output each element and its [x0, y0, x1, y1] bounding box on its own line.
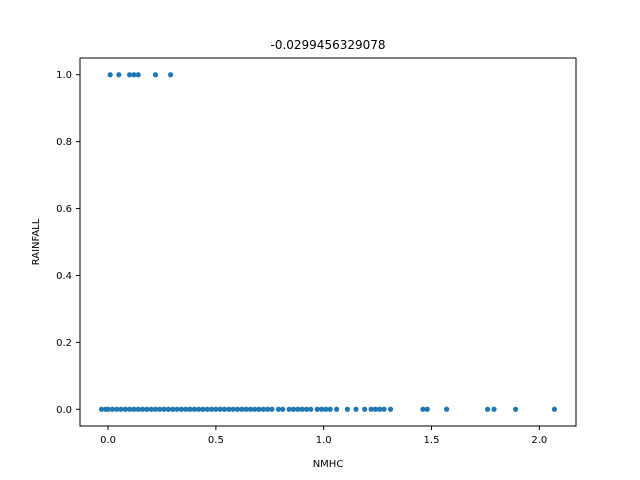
- data-point: [191, 406, 197, 412]
- data-point: [424, 406, 430, 412]
- data-point: [183, 406, 189, 412]
- data-point: [314, 406, 320, 412]
- data-point: [226, 406, 232, 412]
- data-point: [135, 72, 141, 78]
- data-point: [362, 406, 368, 412]
- data-point: [513, 406, 519, 412]
- data-point: [303, 406, 310, 412]
- data-point: [165, 406, 172, 412]
- y-tick-label: 1.0: [56, 70, 72, 81]
- data-point: [152, 72, 159, 78]
- data-point: [221, 406, 228, 412]
- x-tick-label: 0.0: [100, 435, 116, 446]
- data-point: [118, 406, 124, 412]
- data-point: [290, 406, 297, 412]
- data-point: [372, 406, 379, 412]
- data-point: [234, 406, 241, 412]
- plot-frame: [79, 57, 577, 427]
- x-tick-label: 1.0: [316, 435, 332, 446]
- data-point: [252, 406, 258, 412]
- data-point: [327, 406, 333, 412]
- data-point: [144, 406, 150, 412]
- data-point: [107, 72, 113, 78]
- y-axis: 0.0 0.2 0.4 0.6 0.8 1.0: [56, 70, 80, 416]
- data-point: [275, 406, 281, 412]
- data-point: [260, 406, 266, 412]
- data-point: [286, 406, 292, 412]
- y-tick-label: 0.8: [56, 137, 72, 148]
- data-point: [98, 406, 105, 412]
- data-point: [444, 406, 450, 412]
- x-tick-label: 0.5: [208, 435, 224, 446]
- data-point: [174, 406, 180, 412]
- data-point: [217, 406, 223, 412]
- data-point: [381, 406, 387, 412]
- data-point: [139, 406, 146, 412]
- data-point: [187, 406, 193, 412]
- data-point: [256, 406, 262, 412]
- chart-title: -0.0299456329078: [270, 38, 385, 52]
- y-tick-label: 0.0: [56, 405, 72, 416]
- y-tick-label: 0.4: [56, 271, 72, 282]
- data-point: [127, 406, 133, 412]
- data-point: [299, 406, 305, 412]
- data-point: [269, 406, 275, 412]
- x-tick-label: 2.0: [531, 435, 547, 446]
- y-axis-label: RAINFALL: [31, 218, 42, 265]
- data-point: [196, 406, 202, 412]
- data-point: [387, 406, 394, 412]
- data-point: [127, 72, 133, 78]
- x-axis-label: NMHC: [313, 459, 344, 470]
- x-axis: 0.0 0.5 1.0 1.5 2.0: [100, 426, 547, 446]
- data-point: [109, 406, 115, 412]
- data-point: [213, 406, 219, 412]
- data-point: [135, 406, 141, 412]
- data-point: [243, 406, 249, 412]
- data-point: [551, 406, 558, 412]
- data-point: [353, 406, 359, 412]
- data-point: [170, 406, 176, 412]
- data-point: [323, 406, 329, 412]
- data-point: [116, 72, 122, 78]
- points-layer: [98, 72, 558, 412]
- data-point: [295, 406, 301, 412]
- data-point: [122, 406, 128, 412]
- data-point: [131, 406, 137, 412]
- y-tick-label: 0.6: [56, 204, 72, 215]
- data-point: [148, 406, 154, 412]
- data-point: [152, 406, 159, 412]
- data-point: [239, 406, 245, 412]
- data-point: [178, 406, 184, 412]
- data-point: [161, 406, 167, 412]
- data-point: [334, 406, 340, 412]
- data-point: [484, 406, 491, 412]
- data-point: [280, 406, 286, 412]
- data-point: [344, 406, 351, 412]
- data-point: [114, 406, 120, 412]
- data-point: [265, 406, 271, 412]
- data-point: [230, 406, 236, 412]
- data-point: [368, 406, 374, 412]
- data-point: [105, 406, 111, 412]
- data-point: [208, 406, 215, 412]
- data-point: [204, 406, 210, 412]
- x-tick-label: 1.5: [424, 435, 440, 446]
- data-point: [131, 72, 137, 78]
- data-point: [318, 406, 325, 412]
- y-tick-label: 0.2: [56, 338, 72, 349]
- data-point: [491, 406, 497, 412]
- data-point: [377, 406, 383, 412]
- data-point: [167, 72, 174, 78]
- data-point: [247, 406, 253, 412]
- data-point: [420, 406, 426, 412]
- data-point: [200, 406, 206, 412]
- data-point: [157, 406, 163, 412]
- data-point: [308, 406, 314, 412]
